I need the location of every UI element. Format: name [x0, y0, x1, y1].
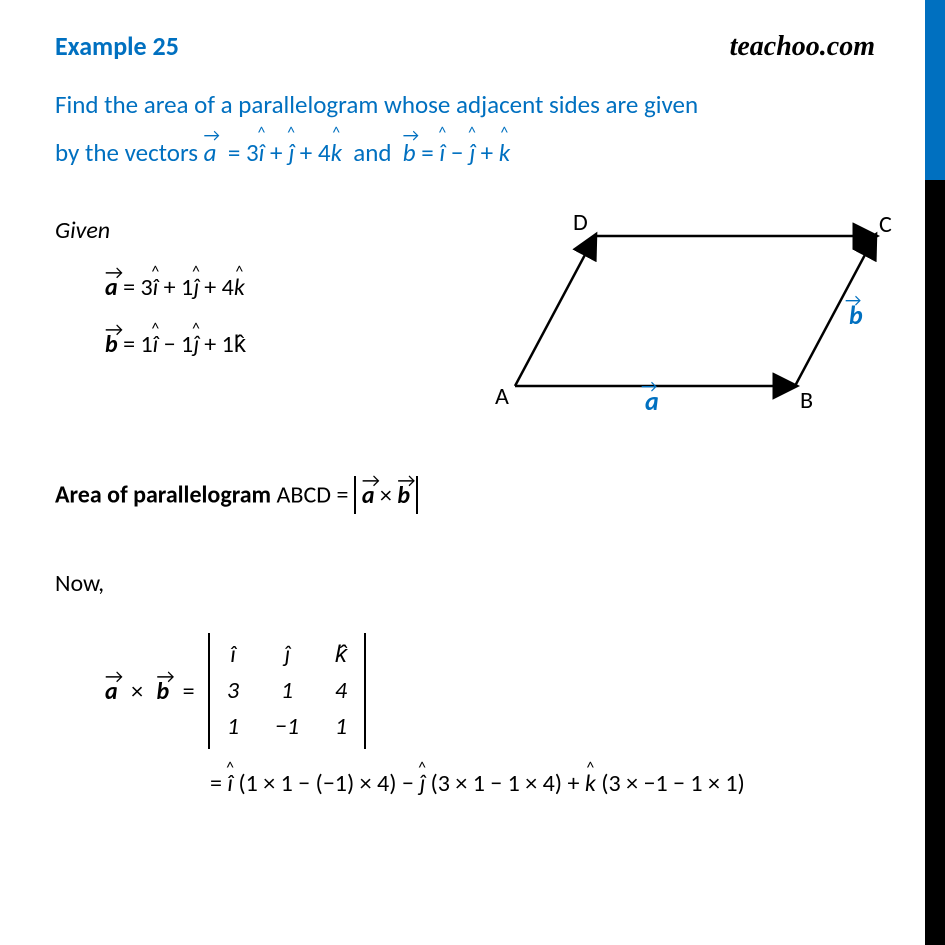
given-and-diagram-row: Given →a = 3î + 1ĵ + 4k →b = 1î − 1ĵ + 1…	[55, 206, 875, 426]
vector-a-given: →a = 3î + 1ĵ + 4k	[105, 273, 435, 302]
parallelogram-svg: A B C D a → b →	[455, 206, 895, 426]
vector-b-given: →b = 1î − 1ĵ + 1k̂	[105, 330, 435, 359]
now-label: Now,	[55, 569, 875, 598]
problem-line-1: Find the area of a parallelogram whose a…	[55, 81, 875, 129]
vertex-B: B	[800, 386, 813, 415]
page-content: Example 25 teachoo.com Find the area of …	[0, 0, 920, 798]
vector-b-symbol: →b	[403, 129, 416, 177]
svg-text:→: →	[845, 289, 861, 311]
side-accent-black	[925, 180, 945, 945]
cross-product-determinant: →a × →b = î ĵ k̂ 3 1 4 1 −1 1	[105, 633, 875, 749]
header: Example 25 teachoo.com	[55, 30, 875, 63]
problem-line-2: by the vectors →a = 3î + ĵ + 4k and →b =…	[55, 129, 875, 177]
determinant: î ĵ k̂ 3 1 4 1 −1 1	[208, 633, 366, 749]
area-formula: Area of parallelogram ABCD = →a × →b	[55, 476, 875, 514]
side-accent-blue	[925, 0, 945, 180]
parallelogram-diagram: A B C D a → b →	[455, 206, 895, 426]
magnitude-bars: →a × →b	[354, 476, 418, 514]
vertex-A: A	[495, 382, 509, 411]
svg-text:→: →	[641, 375, 657, 397]
determinant-expansion: = î (1 × 1 − (−1) × 4) − ĵ (3 × 1 − 1 × …	[210, 769, 875, 798]
given-label: Given	[55, 216, 435, 245]
vertex-C: C	[879, 210, 892, 239]
brand-logo: teachoo.com	[730, 31, 875, 63]
vector-a-symbol: →a	[204, 129, 223, 177]
given-block: Given →a = 3î + 1ĵ + 4k →b = 1î − 1ĵ + 1…	[55, 206, 435, 387]
example-title: Example 25	[55, 30, 179, 62]
problem-statement: Find the area of a parallelogram whose a…	[55, 81, 875, 176]
vertex-D: D	[573, 208, 588, 237]
